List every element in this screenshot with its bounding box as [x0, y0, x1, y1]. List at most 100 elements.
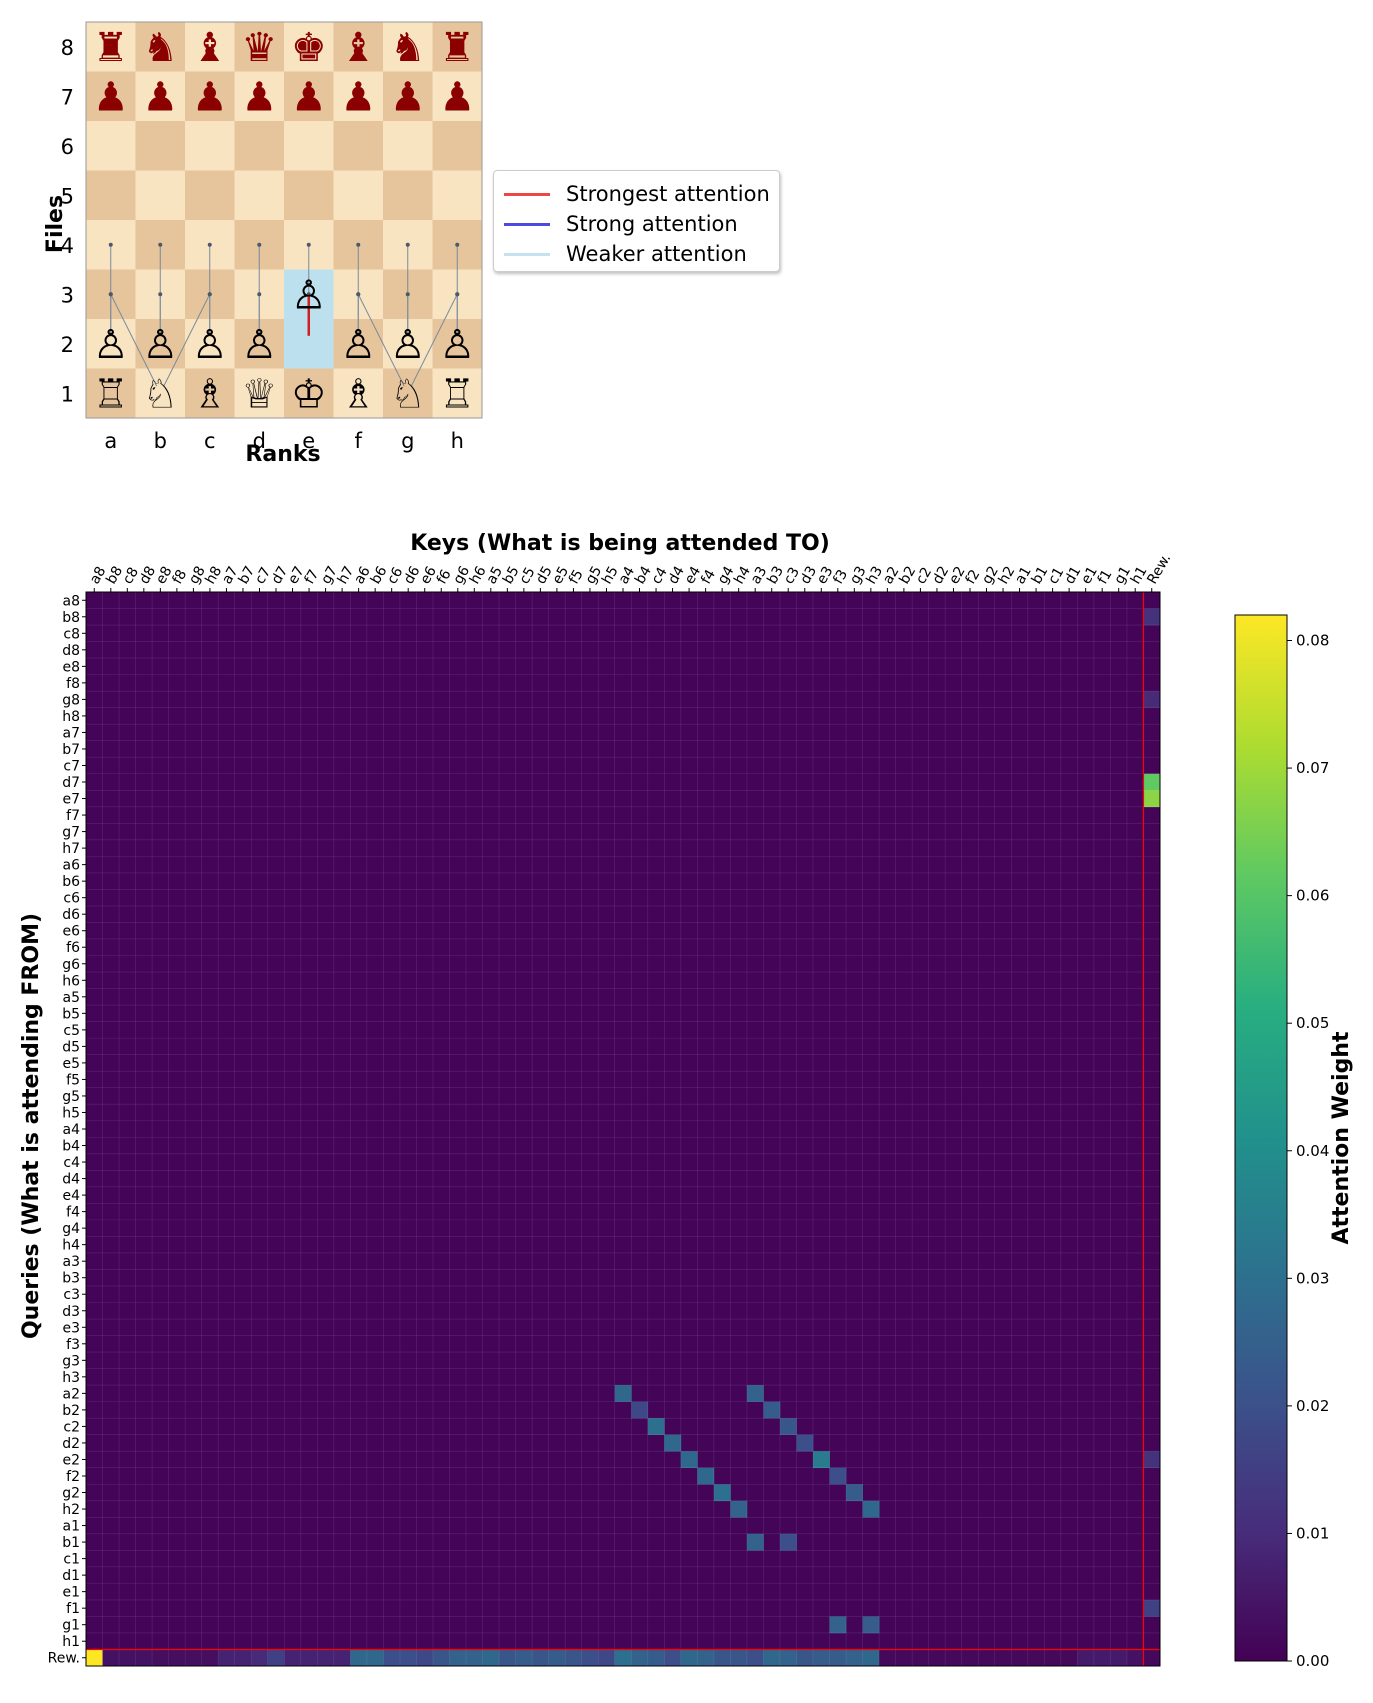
y-tick-g7: g7 [62, 825, 80, 841]
square-b7 [135, 71, 185, 121]
cell-Rew.-h2 [994, 1649, 1012, 1667]
x-tick-b3: b3 [764, 564, 787, 587]
cell-d2-d3 [796, 1434, 814, 1452]
square-h1 [432, 368, 482, 418]
cell-h2-h4 [730, 1500, 748, 1518]
piece-e1: ♔ [291, 371, 327, 417]
x-tick-c5: c5 [516, 565, 538, 587]
board-frame [85, 21, 483, 419]
piece-b1: ♘ [142, 371, 178, 417]
cell-e2-Rew. [1143, 1451, 1161, 1469]
piece-d1: ♕ [241, 371, 277, 417]
square-f6 [333, 121, 383, 171]
piece-h1: ♖ [439, 371, 475, 417]
y-tick-h5: h5 [62, 1105, 80, 1121]
arrow-head-b1-a3 [108, 292, 113, 297]
cell-Rew.-e1 [1077, 1649, 1095, 1667]
x-tick-f5: f5 [566, 567, 587, 587]
y-tick-g3: g3 [62, 1353, 80, 1369]
x-tick-b1: b1 [1029, 564, 1052, 587]
y-tick-a4: a4 [63, 1122, 81, 1138]
x-tick-c8: c8 [120, 565, 142, 587]
cell-Rew.-c5 [515, 1649, 533, 1667]
colorbar-tick-0.04: 0.04 [1296, 1142, 1329, 1160]
cell-Rew.-b1 [1027, 1649, 1045, 1667]
piece-e8: ♚ [291, 25, 327, 71]
y-tick-d3: d3 [62, 1304, 80, 1320]
legend-item-strong: Strong attention [504, 209, 738, 239]
piece-f8: ♝ [340, 25, 376, 71]
piece-c7: ♟ [192, 74, 228, 120]
y-tick-b1: b1 [62, 1535, 80, 1551]
square-b8 [135, 22, 185, 72]
y-tick-a6: a6 [63, 858, 81, 874]
piece-b7: ♟ [142, 74, 178, 120]
y-tick-b8: b8 [62, 610, 80, 626]
colorbar-tick-0.00: 0.00 [1296, 1652, 1329, 1670]
x-tick-f8: f8 [169, 567, 190, 587]
y-tick-g4: g4 [62, 1221, 80, 1237]
y-tick-d4: d4 [62, 1172, 80, 1188]
piece-g2: ♙ [390, 322, 426, 368]
cell-Rew.-g6 [449, 1649, 467, 1667]
cell-Rew.-h1 [1126, 1649, 1144, 1667]
x-tick-a5: a5 [483, 564, 506, 587]
y-tick-f4: f4 [66, 1205, 80, 1221]
cell-Rew.-a6 [350, 1649, 368, 1667]
piece-f1: ♗ [340, 371, 376, 417]
file-tick-b: b [154, 429, 167, 453]
x-tick-f2: f2 [963, 567, 984, 587]
cell-e2-e3 [813, 1451, 830, 1469]
cell-e7-Rew. [1143, 790, 1161, 808]
arrow-head-c2-c4 [207, 242, 212, 247]
board-legend: Strongest attention Strong attention Wea… [493, 170, 780, 272]
y-tick-g6: g6 [62, 957, 80, 973]
rank-tick-5: 5 [61, 184, 74, 208]
y-tick-d7: d7 [62, 775, 80, 791]
legend-swatch-weaker [504, 252, 550, 256]
x-tick-b2: b2 [897, 564, 920, 587]
y-tick-h4: h4 [62, 1238, 80, 1254]
colorbar-tick-0.08: 0.08 [1296, 632, 1329, 650]
cell-f1-Rew. [1143, 1599, 1161, 1617]
x-tick-g7: g7 [318, 564, 341, 587]
y-tick-c2: c2 [63, 1419, 80, 1435]
arrow-head-g1-f3 [356, 292, 361, 297]
cell-b2-b3 [763, 1401, 781, 1419]
x-tick-e4: e4 [682, 564, 705, 587]
colorbar-tick-0.03: 0.03 [1296, 1269, 1329, 1287]
piece-c8: ♝ [192, 25, 228, 71]
y-tick-a3: a3 [63, 1254, 81, 1270]
piece-g8: ♞ [390, 25, 426, 71]
x-tick-d5: d5 [533, 564, 556, 587]
x-tick-a1: a1 [1012, 564, 1035, 587]
x-tick-d1: d1 [1062, 564, 1085, 587]
cell-c2-c4 [647, 1418, 665, 1435]
cell-Rew.-g7 [317, 1649, 335, 1667]
cell-Rew.-f5 [565, 1649, 582, 1667]
cell-Rew.-h4 [730, 1649, 748, 1667]
y-tick-a8: a8 [63, 593, 81, 609]
file-tick-c: c [204, 429, 216, 453]
arrow-head-g2-g4 [405, 242, 410, 247]
y-tick-h3: h3 [62, 1370, 80, 1386]
cell-Rew.-b3 [763, 1649, 781, 1667]
arrow-head-e2-e4 [306, 242, 311, 247]
square-e1 [284, 368, 334, 418]
piece-c1: ♗ [192, 371, 228, 417]
heatmap-y-tick-labels: a8b8c8d8e8f8g8h8a7b7c7d7e7f7g7h7a6b6c6d6… [48, 593, 86, 1667]
piece-d8: ♛ [241, 25, 277, 71]
cell-b1-c3 [779, 1533, 797, 1551]
y-tick-e4: e4 [62, 1188, 80, 1204]
square-h7 [432, 71, 482, 121]
x-tick-h3: h3 [863, 564, 886, 587]
x-tick-a4: a4 [616, 564, 639, 587]
cell-Rew.-b6 [366, 1649, 384, 1667]
y-tick-f2: f2 [66, 1469, 80, 1485]
colorbar-label: Attention Weight [1329, 1031, 1354, 1244]
square-h6 [432, 121, 482, 171]
heatmap-title: Keys (What is being attended TO) [410, 531, 830, 556]
y-tick-e1: e1 [62, 1585, 80, 1601]
x-tick-d4: d4 [665, 564, 688, 587]
heatmap-ylabel: Queries (What is attending FROM) [19, 913, 44, 1339]
